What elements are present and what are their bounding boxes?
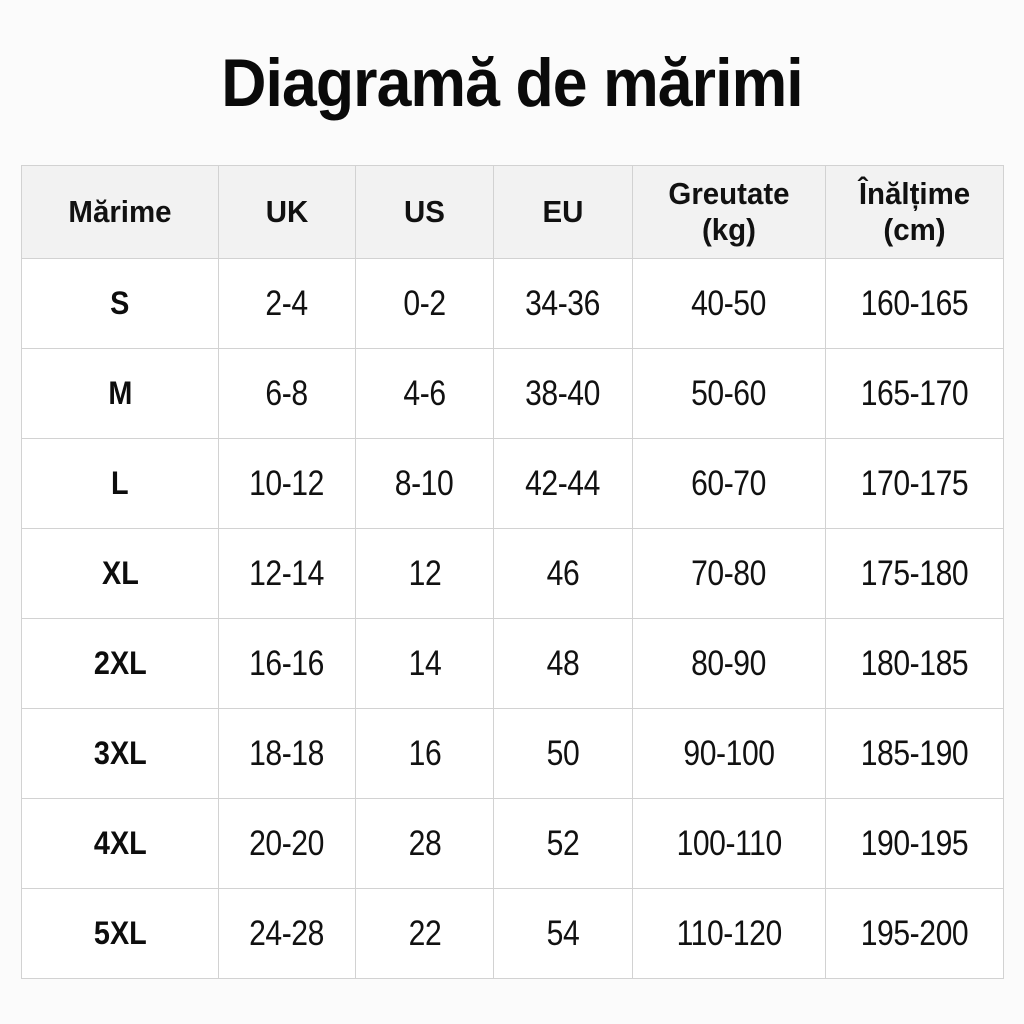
cell-us: 28 <box>355 798 494 889</box>
cell-eu: 48 <box>493 618 633 709</box>
cell-size: XL <box>21 528 219 619</box>
cell-eu: 34-36 <box>493 258 633 349</box>
column-header-weight-label-line1: Greutate <box>668 176 790 211</box>
column-header-height-label-line1: Înălțime <box>858 176 971 211</box>
cell-size: L <box>21 438 219 529</box>
column-header-eu: EU <box>493 165 633 259</box>
cell-weight: 70-80 <box>632 528 826 619</box>
cell-uk: 18-18 <box>218 708 356 799</box>
table-header: Mărime UK US EU Greutate (kg) <box>21 165 1004 259</box>
cell-eu: 54 <box>493 888 633 979</box>
cell-weight: 90-100 <box>632 708 826 799</box>
cell-height: 170-175 <box>825 438 1004 529</box>
column-header-uk-label: UK <box>265 194 309 229</box>
column-header-uk: UK <box>218 165 356 259</box>
cell-uk: 24-28 <box>218 888 356 979</box>
table-row: L 10-12 8-10 42-44 60-70 170-175 <box>21 438 1004 529</box>
cell-size: 4XL <box>21 798 219 889</box>
cell-eu: 42-44 <box>493 438 633 529</box>
cell-us: 8-10 <box>355 438 494 529</box>
cell-size: 2XL <box>21 618 219 709</box>
cell-us: 22 <box>355 888 494 979</box>
cell-uk: 20-20 <box>218 798 356 889</box>
size-chart-table-container: Mărime UK US EU Greutate (kg) <box>21 165 1004 979</box>
cell-height: 195-200 <box>825 888 1004 979</box>
cell-weight: 60-70 <box>632 438 826 529</box>
page-title: Diagramă de mărimi <box>41 40 983 126</box>
column-header-weight: Greutate (kg) <box>632 165 826 259</box>
table-row: M 6-8 4-6 38-40 50-60 165-170 <box>21 348 1004 439</box>
cell-weight: 50-60 <box>632 348 826 439</box>
cell-us: 12 <box>355 528 494 619</box>
cell-height: 165-170 <box>825 348 1004 439</box>
cell-us: 4-6 <box>355 348 494 439</box>
cell-uk: 10-12 <box>218 438 356 529</box>
cell-eu: 38-40 <box>493 348 633 439</box>
column-header-eu-label: EU <box>542 194 584 229</box>
cell-uk: 6-8 <box>218 348 356 439</box>
cell-height: 160-165 <box>825 258 1004 349</box>
cell-uk: 12-14 <box>218 528 356 619</box>
cell-us: 0-2 <box>355 258 494 349</box>
table-row: 4XL 20-20 28 52 100-110 190-195 <box>21 798 1004 889</box>
cell-size: 3XL <box>21 708 219 799</box>
cell-weight: 80-90 <box>632 618 826 709</box>
column-header-height: Înălțime (cm) <box>825 165 1004 259</box>
page-title-text: Diagramă de mărimi <box>221 45 803 121</box>
cell-us: 14 <box>355 618 494 709</box>
table-row: 5XL 24-28 22 54 110-120 195-200 <box>21 888 1004 979</box>
column-header-us-label: US <box>404 194 445 229</box>
cell-weight: 110-120 <box>632 888 826 979</box>
cell-height: 175-180 <box>825 528 1004 619</box>
column-header-size: Mărime <box>21 165 219 259</box>
column-header-us: US <box>355 165 494 259</box>
table-row: S 2-4 0-2 34-36 40-50 160-165 <box>21 258 1004 349</box>
table-row: 2XL 16-16 14 48 80-90 180-185 <box>21 618 1004 709</box>
cell-eu: 52 <box>493 798 633 889</box>
cell-uk: 16-16 <box>218 618 356 709</box>
cell-height: 185-190 <box>825 708 1004 799</box>
column-header-weight-label-line2: (kg) <box>701 212 756 247</box>
table-body: S 2-4 0-2 34-36 40-50 160-165 M 6-8 4-6 … <box>21 258 1004 979</box>
cell-height: 190-195 <box>825 798 1004 889</box>
cell-us: 16 <box>355 708 494 799</box>
cell-size: 5XL <box>21 888 219 979</box>
table-row: XL 12-14 12 46 70-80 175-180 <box>21 528 1004 619</box>
cell-size: S <box>21 258 219 349</box>
size-chart-table: Mărime UK US EU Greutate (kg) <box>21 165 1004 979</box>
cell-eu: 46 <box>493 528 633 619</box>
table-header-row: Mărime UK US EU Greutate (kg) <box>21 165 1004 259</box>
cell-size: M <box>21 348 219 439</box>
cell-uk: 2-4 <box>218 258 356 349</box>
column-header-height-label-line2: (cm) <box>883 212 946 247</box>
cell-eu: 50 <box>493 708 633 799</box>
column-header-size-label: Mărime <box>68 194 172 229</box>
cell-weight: 40-50 <box>632 258 826 349</box>
table-row: 3XL 18-18 16 50 90-100 185-190 <box>21 708 1004 799</box>
cell-weight: 100-110 <box>632 798 826 889</box>
cell-height: 180-185 <box>825 618 1004 709</box>
